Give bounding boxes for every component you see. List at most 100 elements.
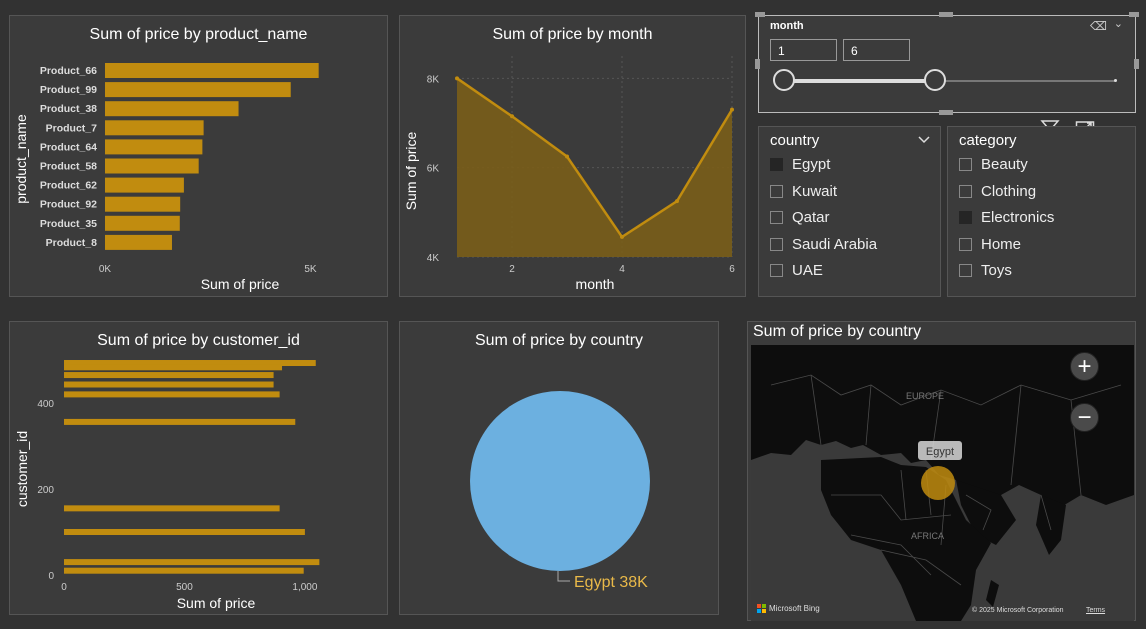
product-x-tick: 5K bbox=[304, 264, 317, 275]
category-option-beauty[interactable]: Beauty bbox=[959, 156, 1028, 173]
bar-product_66[interactable] bbox=[105, 63, 319, 78]
country-pie-panel[interactable]: Sum of price by country Egypt 38K bbox=[399, 321, 719, 615]
customer-bar[interactable] bbox=[64, 418, 296, 425]
category-option-toys[interactable]: Toys bbox=[959, 262, 1012, 279]
month-point bbox=[730, 107, 734, 112]
country-map-panel[interactable]: Sum of price by country EUROPE AFRICA Eg… bbox=[747, 321, 1136, 621]
zoom-in-button[interactable]: + bbox=[1070, 352, 1099, 381]
country-option-qatar[interactable]: Qatar bbox=[770, 209, 830, 226]
checkbox[interactable] bbox=[959, 158, 972, 171]
resize-handle[interactable] bbox=[939, 110, 953, 115]
customer-x-tick: 0 bbox=[61, 582, 67, 593]
customer-x-axis-title: Sum of price bbox=[177, 595, 256, 611]
bar-product_38[interactable] bbox=[105, 101, 239, 117]
category-option-label: Electronics bbox=[981, 209, 1055, 226]
customer-bar[interactable] bbox=[64, 567, 304, 574]
month-area-chart: Sum of price month 8K 6K 4K 2 4 6 bbox=[403, 56, 735, 292]
bar-product_92[interactable] bbox=[105, 196, 181, 212]
product-bar-chart: product_name Sum of price Product_66 Prod… bbox=[13, 63, 319, 292]
map-tooltip-label: Egypt bbox=[926, 446, 954, 458]
bar-product_58[interactable] bbox=[105, 158, 199, 174]
product-category-label: Product_7 bbox=[46, 122, 98, 134]
bar-product_8[interactable] bbox=[105, 234, 172, 250]
map-bubble-egypt[interactable] bbox=[921, 466, 955, 500]
month-x-tick: 4 bbox=[619, 264, 625, 275]
bing-logo: Microsoft Bing bbox=[757, 604, 820, 613]
resize-handle[interactable] bbox=[755, 12, 765, 17]
month-from-input[interactable]: 1 bbox=[770, 39, 837, 61]
checkbox[interactable] bbox=[959, 211, 972, 224]
resize-handle[interactable] bbox=[939, 12, 953, 17]
eraser-icon[interactable]: ⌫ bbox=[1090, 19, 1107, 33]
month-range-track[interactable] bbox=[784, 80, 1116, 82]
category-option-label: Clothing bbox=[981, 182, 1037, 200]
product-category-label: Product_92 bbox=[40, 199, 97, 211]
checkbox[interactable] bbox=[770, 184, 783, 198]
customer-bar[interactable] bbox=[64, 529, 305, 535]
bing-label: Microsoft Bing bbox=[769, 604, 820, 613]
month-range-handle-start[interactable] bbox=[773, 69, 795, 91]
checkbox[interactable] bbox=[770, 237, 783, 251]
month-range-fill bbox=[784, 79, 935, 83]
bar-product_35[interactable] bbox=[105, 215, 180, 231]
country-slicer[interactable]: country Egypt Kuwait Qatar Saudi Arabia UAE bbox=[758, 126, 941, 297]
checkbox[interactable] bbox=[770, 264, 783, 277]
product-category-label: Product_64 bbox=[40, 141, 97, 153]
bar-product_62[interactable] bbox=[105, 177, 184, 193]
bar-product_7[interactable] bbox=[105, 120, 204, 136]
map-title: Sum of price by country bbox=[753, 323, 922, 340]
country-option-egypt[interactable]: Egypt bbox=[770, 156, 830, 173]
product-category-label: Product_58 bbox=[40, 161, 97, 173]
country-option-uae[interactable]: UAE bbox=[770, 262, 823, 279]
month-y-axis-title: Sum of price bbox=[403, 131, 419, 210]
checkbox[interactable] bbox=[959, 237, 972, 251]
category-option-home[interactable]: Home bbox=[959, 236, 1021, 253]
bar-product_64[interactable] bbox=[105, 139, 203, 155]
category-slicer[interactable]: category Beauty Clothing Electronics Home To… bbox=[947, 126, 1136, 297]
resize-handle[interactable] bbox=[755, 59, 760, 69]
month-area-panel[interactable]: Sum of price by month Sum of price month… bbox=[399, 15, 746, 297]
month-y-tick: 8K bbox=[427, 74, 440, 85]
zoom-out-button[interactable]: − bbox=[1070, 403, 1099, 432]
month-slicer-title: month bbox=[770, 20, 804, 32]
month-x-tick: 6 bbox=[729, 264, 735, 275]
checkbox[interactable] bbox=[959, 184, 972, 198]
checkbox[interactable] bbox=[959, 264, 972, 277]
category-option-clothing[interactable]: Clothing bbox=[959, 183, 1036, 200]
customer-bar[interactable] bbox=[64, 360, 316, 367]
month-slicer[interactable]: month ⌫ ⌄ 1 6 bbox=[758, 15, 1136, 113]
customer-bar-panel[interactable]: Sum of price by customer_id customer_id … bbox=[9, 321, 388, 615]
customer-bar[interactable] bbox=[64, 559, 320, 566]
customer-bar[interactable] bbox=[64, 372, 274, 379]
customer-bar[interactable] bbox=[64, 505, 280, 512]
customer-bar[interactable] bbox=[64, 381, 274, 388]
customer-bar[interactable] bbox=[64, 391, 280, 398]
product-chart-title: Sum of price by product_name bbox=[89, 26, 308, 43]
product-bar-panel[interactable]: Sum of price by product_name product_nam… bbox=[9, 15, 388, 297]
month-range-handle-end[interactable] bbox=[923, 69, 946, 91]
country-option-saudi-arabia[interactable]: Saudi Arabia bbox=[770, 236, 877, 253]
resize-handle[interactable] bbox=[1129, 12, 1139, 17]
category-option-electronics[interactable]: Electronics bbox=[959, 209, 1054, 226]
customer-y-tick: 400 bbox=[37, 399, 54, 410]
map-terms-link[interactable]: Terms bbox=[1086, 607, 1106, 614]
chevron-down-icon[interactable]: ⌄ bbox=[1113, 18, 1123, 30]
country-option-label: Qatar bbox=[792, 209, 830, 226]
month-point bbox=[455, 76, 459, 81]
customer-y-tick: 0 bbox=[48, 571, 54, 582]
month-to-input[interactable]: 6 bbox=[843, 39, 910, 61]
bar-product_99[interactable] bbox=[105, 82, 291, 98]
customer-bar[interactable] bbox=[64, 364, 283, 371]
category-slicer-title: category bbox=[959, 132, 1017, 149]
world-map[interactable]: EUROPE AFRICA Egypt bbox=[751, 345, 1134, 621]
product-x-axis-title: Sum of price bbox=[201, 276, 280, 292]
checkbox[interactable] bbox=[770, 158, 783, 171]
pie-label-leader bbox=[557, 571, 570, 582]
country-pie-chart: Egypt 38K bbox=[470, 391, 650, 591]
chevron-down-icon[interactable] bbox=[918, 131, 930, 149]
resize-handle[interactable] bbox=[1134, 59, 1139, 69]
country-option-kuwait[interactable]: Kuwait bbox=[770, 183, 837, 200]
checkbox[interactable] bbox=[770, 211, 783, 224]
category-option-label: Home bbox=[981, 235, 1022, 253]
pie-slice-egypt[interactable] bbox=[470, 391, 650, 571]
